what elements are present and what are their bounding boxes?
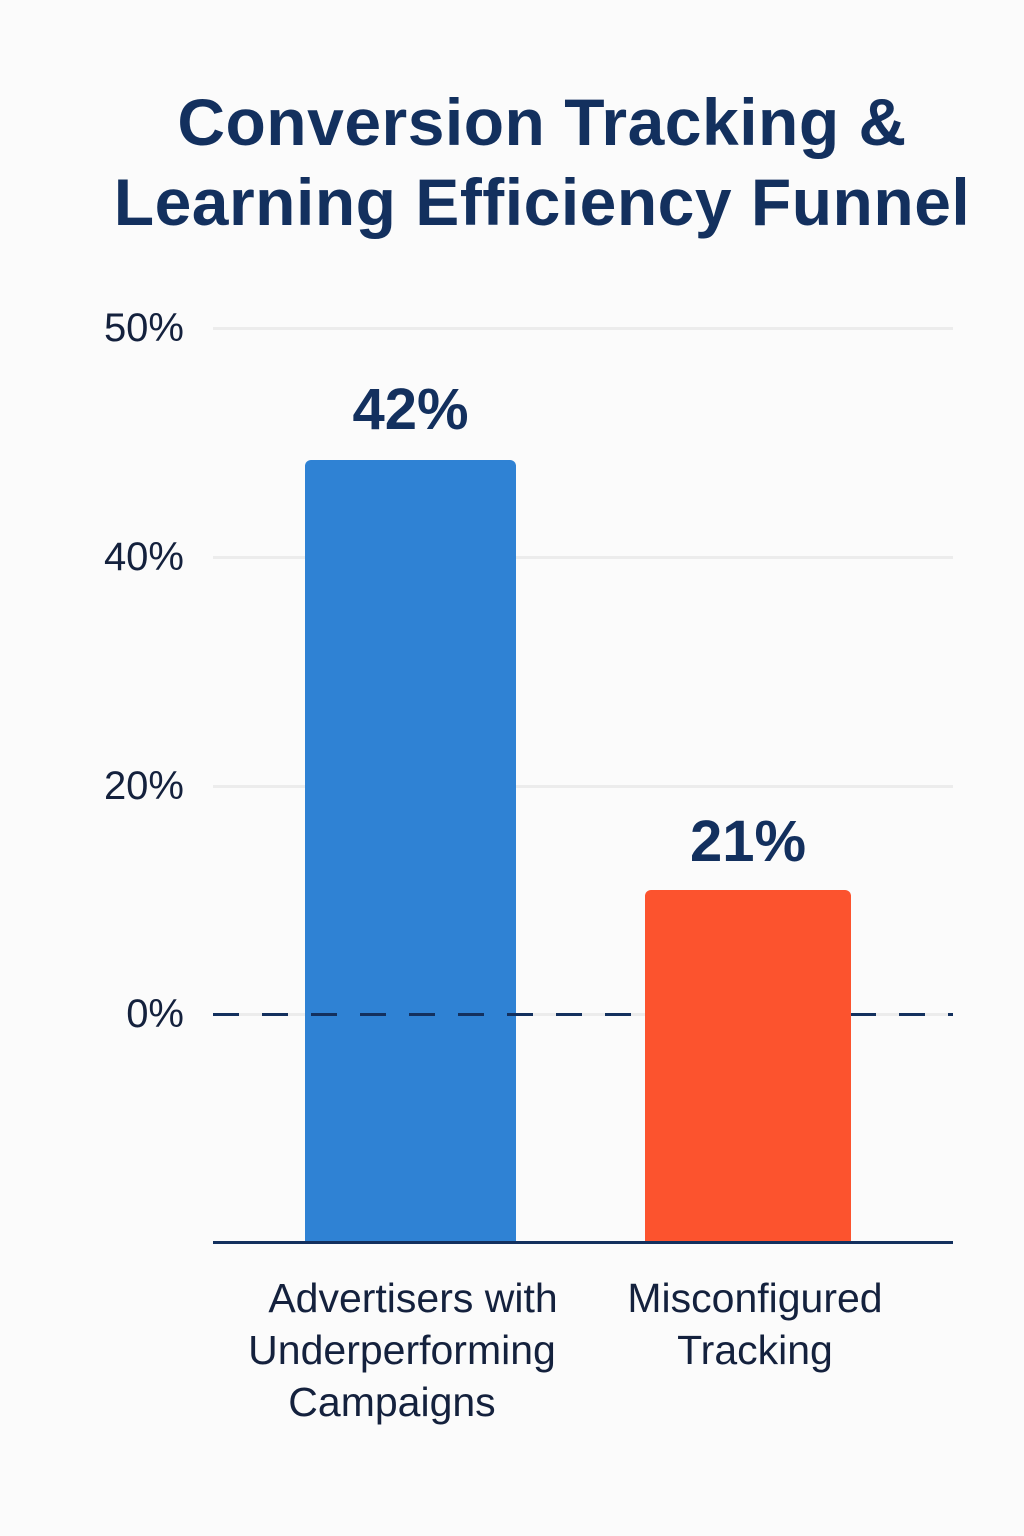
category-label-advertisers: Advertisers with Underperforming Campaig… bbox=[200, 1272, 620, 1428]
category-label-line: Campaigns bbox=[288, 1379, 496, 1425]
category-label-line: Tracking bbox=[677, 1327, 833, 1373]
y-tick-0: 0% bbox=[126, 992, 184, 1036]
x-axis-baseline bbox=[213, 1241, 953, 1244]
y-tick-40: 40% bbox=[103, 535, 184, 579]
gridline-40 bbox=[213, 556, 953, 559]
gridline-20 bbox=[213, 785, 953, 788]
category-label-misconfigured: Misconfigured Tracking bbox=[560, 1272, 950, 1376]
chart-title-line-1: Conversion Tracking & bbox=[177, 85, 907, 159]
y-tick-50: 50% bbox=[103, 306, 184, 350]
y-tick-20: 20% bbox=[103, 764, 184, 808]
zero-dashed-line bbox=[213, 1013, 953, 1016]
value-label-21: 21% bbox=[689, 809, 807, 874]
bar-advertisers-underperforming[interactable] bbox=[305, 460, 516, 1242]
bar-misconfigured-tracking[interactable] bbox=[645, 890, 851, 1242]
category-label-line: Advertisers with bbox=[268, 1275, 558, 1321]
value-label-42: 42% bbox=[352, 377, 469, 442]
gridline-50 bbox=[213, 327, 953, 330]
category-label-line: Misconfigured bbox=[627, 1275, 883, 1321]
chart-title-line-2: Learning Efficiency Funnel bbox=[113, 165, 971, 239]
chart-title: Conversion Tracking & Learning Efficienc… bbox=[0, 82, 1024, 242]
category-label-line: Underperforming bbox=[248, 1327, 556, 1373]
